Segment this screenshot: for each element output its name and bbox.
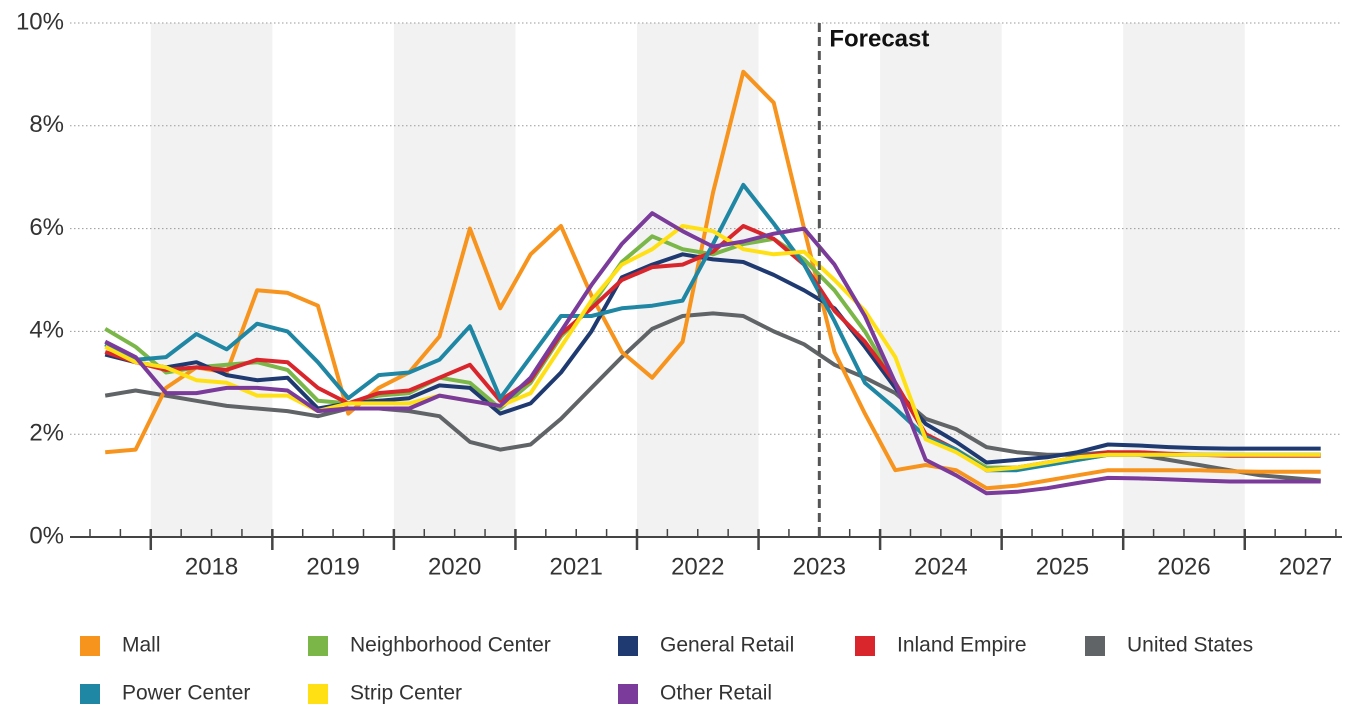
legend-label: Neighborhood Center — [350, 634, 551, 657]
legend-swatch — [1085, 636, 1105, 656]
year-band — [880, 23, 1002, 537]
year-band — [150, 23, 273, 537]
legend-swatch — [80, 684, 100, 704]
x-tick-label: 2027 — [1279, 553, 1332, 580]
series-line — [105, 69, 1321, 491]
legend-label: Other Retail — [660, 682, 772, 705]
y-tick-label: 2% — [29, 420, 64, 447]
legend-swatch — [618, 684, 638, 704]
y-tick-label: 6% — [29, 214, 64, 241]
year-band — [636, 23, 759, 537]
legend-swatch — [855, 636, 875, 656]
series-line — [104, 224, 1321, 473]
legend-swatch — [80, 636, 100, 656]
series-line — [104, 211, 1321, 496]
series-line — [104, 252, 1321, 465]
y-tick-label: 10% — [16, 8, 64, 35]
x-tick-label: 2026 — [1157, 553, 1210, 580]
year-band — [1123, 23, 1245, 537]
x-tick-label: 2023 — [793, 553, 846, 580]
annotation: Forecast — [829, 25, 929, 52]
legend-swatch — [308, 684, 328, 704]
legend-swatch — [618, 636, 638, 656]
legend-swatch — [308, 636, 328, 656]
x-tick-label: 2019 — [306, 553, 359, 580]
legend-label: Power Center — [122, 682, 250, 705]
x-tick-label: 2020 — [428, 553, 481, 580]
x-tick-label: 2025 — [1036, 553, 1089, 580]
legend-label: Mall — [122, 634, 161, 657]
legend-label: Strip Center — [350, 682, 462, 705]
y-tick-label: 4% — [29, 317, 64, 344]
legend-label: United States — [1127, 634, 1253, 657]
legend-label: Inland Empire — [897, 634, 1027, 657]
x-tick-label: 2021 — [550, 553, 603, 580]
legend-label: General Retail — [660, 634, 794, 657]
x-tick-label: 2024 — [914, 553, 967, 580]
x-tick-label: 2018 — [185, 553, 238, 580]
x-tick-label: 2022 — [671, 553, 724, 580]
y-tick-label: 8% — [29, 111, 64, 138]
y-tick-label: 0% — [29, 522, 64, 549]
